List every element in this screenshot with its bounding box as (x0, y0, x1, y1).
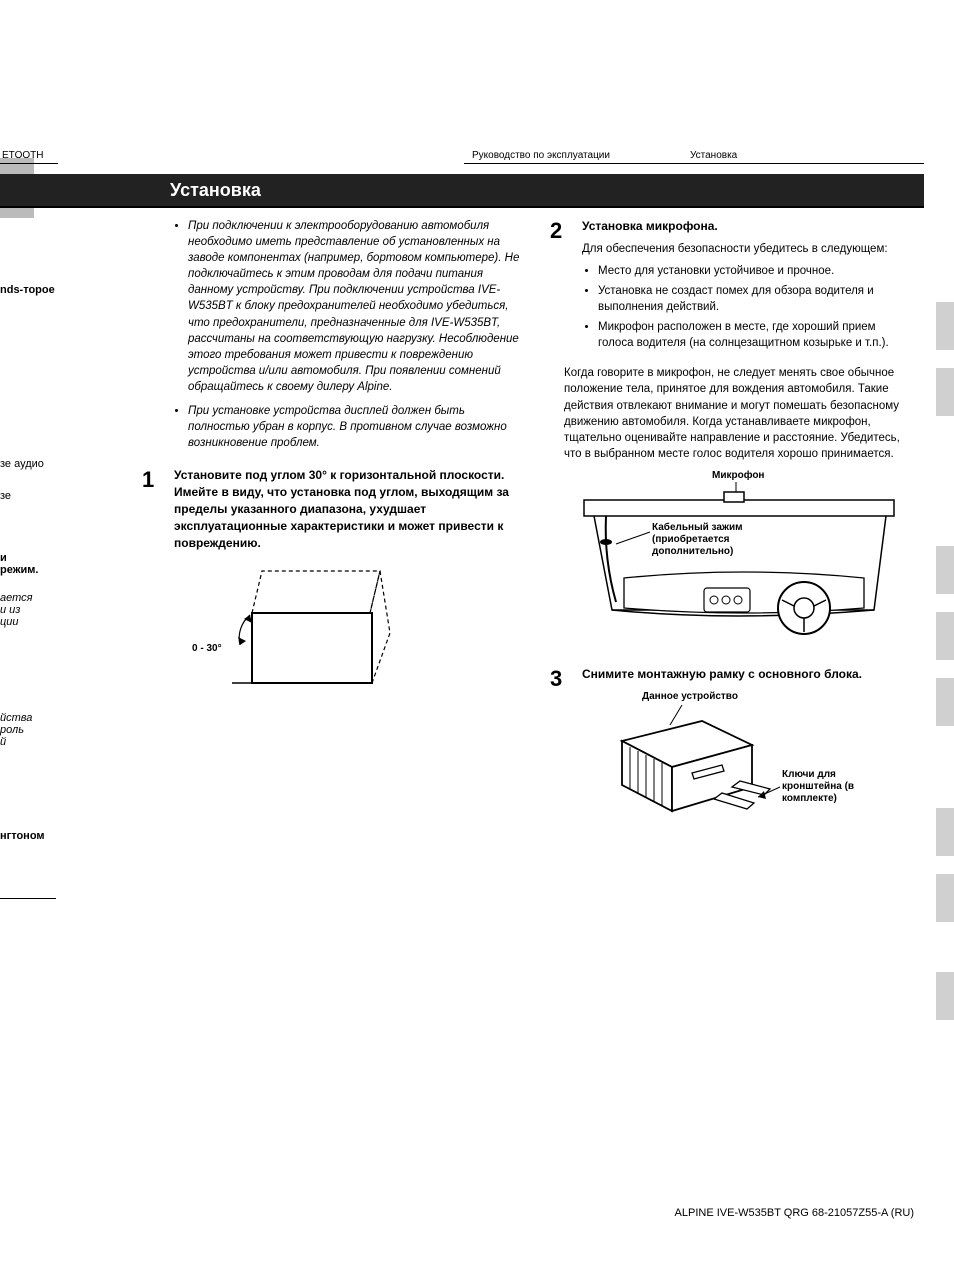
step-3: 3 Снимите монтажную рамку с основного бл… (550, 666, 914, 821)
header-row: ETOOTH Руководство по эксплуатации Устан… (0, 150, 924, 164)
left-clip: ается и из ции (0, 592, 62, 628)
left-clip: йства роль й (0, 712, 62, 748)
intro-bullet: При подключении к электрооборудованию ав… (188, 218, 520, 395)
step-number: 1 (142, 467, 164, 695)
title-bar: Установка (0, 174, 924, 207)
step-1: 1 Установите под углом 30° к горизонталь… (142, 467, 520, 695)
side-tab (936, 302, 954, 350)
left-clip: зе (0, 490, 62, 502)
side-tab (936, 678, 954, 726)
angle-diagram: 0 - 30° (192, 565, 520, 695)
content: При подключении к электрооборудованию ав… (150, 218, 914, 821)
side-tab (936, 612, 954, 660)
step-3-heading: Снимите монтажную рамку с основного блок… (582, 666, 914, 683)
left-clip: зе аудио (0, 458, 62, 470)
side-tabs-group-2 (936, 546, 954, 744)
right-column: 2 Установка микрофона. Для обеспечения б… (550, 218, 914, 821)
breadcrumb-section: Установка (690, 150, 737, 161)
side-tab (936, 874, 954, 922)
step-body: Установите под углом 30° к горизонтально… (174, 467, 520, 695)
footer: ALPINE IVE-W535BT QRG 68-21057Z55-A (RU) (675, 1207, 914, 1219)
left-clip: и режим. (0, 552, 62, 576)
keys-label: Ключи для кронштейна (в комплекте) (782, 769, 872, 805)
header-tab-left: ETOOTH (0, 150, 58, 164)
breadcrumb-manual: Руководство по эксплуатации (472, 150, 610, 161)
intro-bullets: При подключении к электрооборудованию ав… (170, 218, 520, 451)
step-2-bullet: Микрофон расположен в месте, где хороший… (598, 319, 914, 351)
step-number: 3 (550, 666, 572, 821)
side-tabs-group-3 (936, 808, 954, 940)
intro-bullet: При установке устройства дисплей должен … (188, 403, 520, 451)
side-tab (936, 368, 954, 416)
angle-label: 0 - 30° (192, 643, 222, 654)
side-tabs-group-4 (936, 972, 954, 1038)
breadcrumb: Руководство по эксплуатации Установка (464, 150, 924, 164)
step-2-heading: Установка микрофона. (582, 218, 914, 235)
title-underline (0, 206, 924, 208)
left-clip: нгтоном (0, 830, 62, 842)
side-tab (936, 972, 954, 1020)
side-tabs-group-1 (936, 302, 954, 434)
left-divider-line (0, 898, 56, 899)
step-2-bullet: Установка не создаст помех для обзора во… (598, 283, 914, 315)
page: ETOOTH Руководство по эксплуатации Устан… (0, 0, 954, 1261)
cable-label: Кабельный зажим (приобретается дополните… (652, 522, 762, 558)
left-column: При подключении к электрооборудованию ав… (150, 218, 520, 821)
unit-diagram: Данное устройство (582, 691, 914, 821)
step-2-intro: Для обеспечения безопасности убедитесь в… (582, 241, 914, 257)
left-clip: nds-торое (0, 284, 62, 296)
step-2-para: Когда говорите в микрофон, не следует ме… (564, 365, 914, 462)
device-label: Данное устройство (642, 691, 738, 702)
step-2-bullet: Место для установки устойчивое и прочное… (598, 263, 914, 279)
step-2: 2 Установка микрофона. Для обеспечения б… (550, 218, 914, 650)
side-tab (936, 546, 954, 594)
step-1-heading: Установите под углом 30° к горизонтально… (174, 467, 520, 551)
mic-diagram: Микрофон (564, 470, 914, 650)
side-tab (936, 808, 954, 856)
car-interior-svg (564, 470, 914, 650)
angle-svg (192, 565, 412, 695)
step-2-bullets: Место для установки устойчивое и прочное… (582, 263, 914, 351)
mic-label: Микрофон (712, 470, 764, 481)
step-body: Установка микрофона. Для обеспечения без… (582, 218, 914, 650)
step-body: Снимите монтажную рамку с основного блок… (582, 666, 914, 821)
